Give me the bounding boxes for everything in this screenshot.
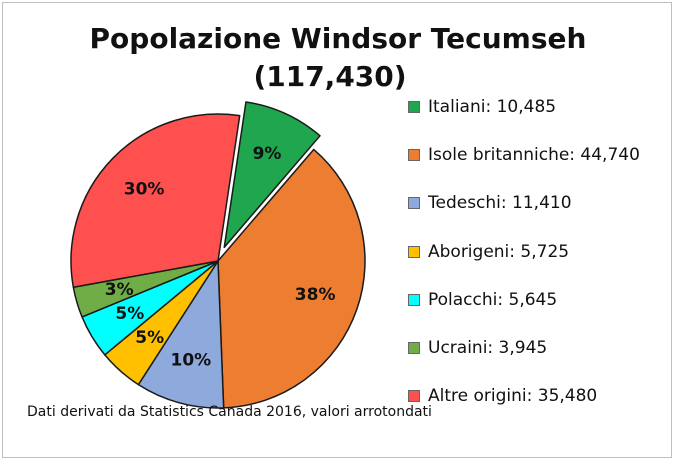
legend-swatch	[408, 245, 420, 258]
slice-percent-label: 9%	[253, 144, 282, 164]
legend-swatch	[408, 390, 420, 403]
legend-swatch	[408, 341, 420, 354]
legend-label: Aborigeni: 5,725	[428, 241, 570, 262]
legend-item: Altre origini: 35,480	[408, 384, 640, 408]
legend-item: Ucraini: 3,945	[408, 336, 640, 360]
slice-percent-label: 5%	[115, 304, 144, 324]
legend-label: Tedeschi: 11,410	[428, 193, 572, 214]
legend: Italiani: 10,485 Isole britanniche: 44,74…	[408, 95, 640, 432]
slice-percent-label: 5%	[135, 328, 164, 348]
legend-label: Altre origini: 35,480	[428, 386, 598, 407]
slice-percent-label: 10%	[171, 350, 212, 370]
slice-percent-label: 30%	[124, 179, 165, 199]
legend-swatch	[408, 149, 420, 162]
chart-title: Popolazione Windsor Tecumseh	[89, 22, 587, 55]
legend-label: Isole britanniche: 44,740	[428, 145, 640, 166]
slice-percent-label: 38%	[295, 285, 336, 305]
pie-slice	[223, 101, 321, 249]
legend-item: Italiani: 10,485	[408, 95, 640, 119]
legend-item: Aborigeni: 5,725	[408, 240, 640, 264]
legend-item: Tedeschi: 11,410	[408, 191, 640, 215]
pie-slice	[217, 148, 366, 409]
pie-slice	[137, 260, 225, 409]
legend-label: Polacchi: 5,645	[428, 289, 558, 310]
legend-swatch	[408, 101, 420, 113]
legend-label: Ucraini: 3,945	[428, 337, 548, 358]
legend-item: Isole britanniche: 44,740	[408, 143, 640, 167]
pie-slice	[70, 113, 241, 288]
source-note: Dati derivati da Statistics Canada 2016,…	[27, 404, 432, 420]
legend-swatch	[408, 293, 420, 306]
legend-swatch	[408, 197, 420, 210]
slice-percent-label: 3%	[105, 280, 134, 300]
legend-item: Polacchi: 5,645	[408, 288, 640, 312]
legend-label: Italiani: 10,485	[428, 97, 557, 117]
chart-subtitle: (117,430)	[253, 60, 407, 93]
